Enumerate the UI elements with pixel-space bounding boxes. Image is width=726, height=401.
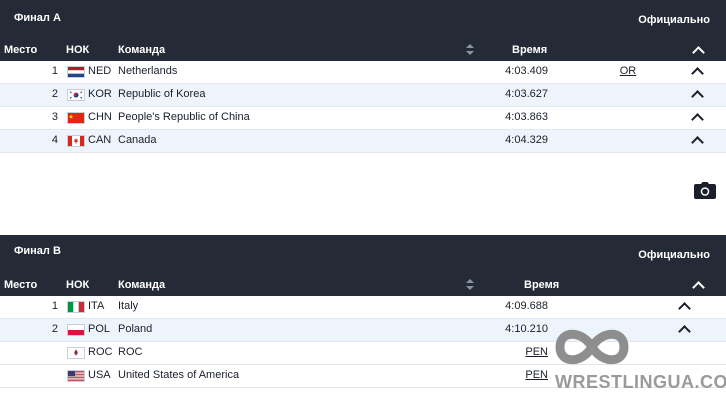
noc-code: CHN [88,111,112,123]
final-a-header: Финал А Официально [0,0,726,38]
rank: 2 [51,323,58,335]
team-name: Canada [118,134,157,146]
flag-kor-icon [67,89,85,101]
flag-chn-icon [67,112,85,124]
watermark-text: WRESTLINGUA.COM [555,372,726,392]
sort-icon[interactable] [466,44,474,56]
final-b-header: Финал B Официально [0,235,726,273]
rank: 1 [51,65,58,77]
team-name: United States of America [118,369,240,381]
col-noc[interactable]: НОК [66,44,90,56]
time-value: 4:04.329 [505,134,548,146]
noc-code: CAN [88,134,112,146]
flag-roc-icon [67,347,85,359]
record-mark[interactable]: OR [619,65,637,77]
flag-ita-icon [67,301,85,313]
flag-pol-icon [67,324,85,336]
rank: 3 [51,111,58,123]
table-row[interactable]: 4 CAN Canada 4:04.329 [0,130,726,153]
time-value: 4:03.863 [505,111,548,123]
col-team[interactable]: Команда [118,279,166,291]
time-value: 4:10.210 [505,323,548,335]
final-a-status: Официально [638,14,710,26]
col-team[interactable]: Команда [118,44,166,56]
col-place[interactable]: Место [4,44,38,56]
sort-icon[interactable] [466,279,474,291]
time-value[interactable]: PEN [525,369,548,381]
chevron-up-icon[interactable] [691,136,704,149]
chevron-up-icon[interactable] [692,46,705,59]
team-name: ROC [118,346,143,358]
col-time[interactable]: Время [524,279,560,291]
infinity-logo-icon [552,322,632,372]
flag-ned-icon [67,66,85,78]
table-row[interactable]: 1 NED Netherlands 4:03.409 OR [0,61,726,84]
table-row[interactable]: 2 KOR Republic of Korea 4:03.627 [0,84,726,107]
final-a-column-header: Место НОК Команда Время [0,38,726,61]
chevron-up-icon[interactable] [691,90,704,103]
time-value: 4:03.409 [505,65,548,77]
rank: 1 [51,300,58,312]
time-value: 4:09.688 [505,300,548,312]
rank: 4 [51,134,58,146]
chevron-up-icon[interactable] [678,325,691,338]
chevron-up-icon[interactable] [691,67,704,80]
col-noc[interactable]: НОК [66,279,90,291]
noc-code: KOR [88,88,112,100]
time-value[interactable]: PEN [525,346,548,358]
chevron-up-icon[interactable] [691,113,704,126]
noc-code: USA [88,369,111,381]
noc-code: ITA [88,300,105,312]
team-name: Poland [118,323,153,335]
time-value: 4:03.627 [505,88,548,100]
col-time[interactable]: Время [512,44,548,56]
final-b-status: Официально [638,249,710,261]
table-row[interactable]: USA United States of America PEN [0,365,726,388]
chevron-up-icon[interactable] [692,281,705,294]
chevron-up-icon[interactable] [678,302,691,315]
table-row[interactable]: ROC ROC PEN [0,342,726,365]
final-b-title: Финал B [14,245,61,257]
table-row[interactable]: 3 CHN People's Republic of China 4:03.86… [0,107,726,130]
camera-icon[interactable] [694,182,716,199]
final-b-column-header: Место НОК Команда Время [0,273,726,296]
table-row[interactable]: 1 ITA Italy 4:09.688 [0,296,726,319]
team-name: Italy [118,300,139,312]
final-a-title: Финал А [14,12,61,24]
team-name: Republic of Korea [118,88,206,100]
flag-can-icon [67,135,85,147]
col-place[interactable]: Место [4,279,38,291]
team-name: Netherlands [118,65,178,77]
noc-code: NED [88,65,112,77]
rank: 2 [51,88,58,100]
team-name: People's Republic of China [118,111,250,123]
table-row[interactable]: 2 POL Poland 4:10.210 [0,319,726,342]
flag-usa-icon [67,370,85,382]
noc-code: ROC [88,346,113,358]
noc-code: POL [88,323,111,335]
